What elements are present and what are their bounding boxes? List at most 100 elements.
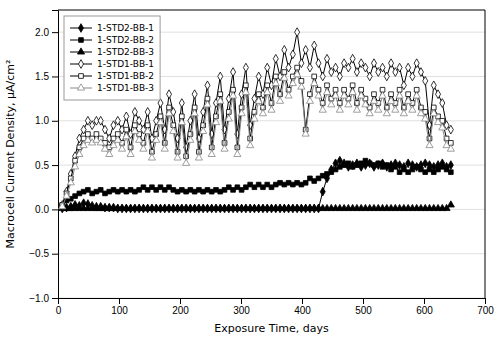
point bbox=[295, 28, 300, 37]
point bbox=[247, 141, 254, 147]
point bbox=[238, 110, 245, 116]
point bbox=[406, 63, 411, 72]
point bbox=[447, 145, 454, 151]
point bbox=[212, 118, 219, 124]
tick-mark bbox=[52, 32, 58, 33]
point bbox=[114, 136, 121, 142]
point bbox=[422, 115, 429, 121]
point bbox=[59, 203, 66, 209]
tick: 2.0 bbox=[35, 27, 58, 38]
tick-label: 1.0 bbox=[35, 115, 49, 126]
point bbox=[393, 68, 398, 77]
point bbox=[225, 115, 232, 121]
point bbox=[349, 88, 356, 94]
point bbox=[179, 99, 184, 108]
point bbox=[63, 192, 70, 198]
point bbox=[311, 79, 318, 85]
point bbox=[97, 139, 104, 145]
point bbox=[430, 110, 437, 116]
point bbox=[366, 110, 373, 116]
point bbox=[183, 159, 190, 165]
tick: 0.5 bbox=[35, 160, 58, 171]
tick-label: 0.0 bbox=[35, 204, 49, 215]
tick-label: −1.0 bbox=[29, 293, 49, 304]
legend-marker bbox=[77, 48, 84, 54]
point bbox=[423, 159, 428, 168]
point bbox=[165, 110, 172, 116]
tick: 300 bbox=[233, 298, 250, 316]
point bbox=[276, 97, 283, 103]
series bbox=[60, 158, 453, 207]
point bbox=[406, 92, 411, 97]
point bbox=[101, 145, 108, 151]
point bbox=[323, 88, 330, 94]
point bbox=[319, 106, 326, 112]
point bbox=[204, 101, 211, 107]
point bbox=[123, 133, 130, 139]
legend-label: 1-STD1-BB-1 bbox=[97, 59, 154, 69]
point bbox=[218, 72, 223, 81]
point bbox=[200, 127, 207, 133]
point bbox=[448, 125, 453, 134]
point bbox=[102, 125, 107, 134]
point bbox=[337, 72, 342, 81]
point bbox=[221, 145, 228, 151]
point bbox=[436, 90, 441, 99]
point bbox=[345, 101, 352, 107]
tick-mark bbox=[241, 298, 242, 304]
plot-frame bbox=[485, 10, 486, 298]
tick-mark bbox=[119, 298, 120, 304]
point bbox=[426, 141, 433, 147]
point bbox=[131, 127, 138, 133]
point bbox=[273, 74, 278, 79]
point bbox=[363, 63, 368, 72]
grid-line bbox=[58, 253, 485, 254]
series bbox=[60, 65, 453, 207]
legend-label: 1-STD2-BB-1 bbox=[97, 23, 154, 33]
point bbox=[218, 92, 223, 97]
legend-label: 1-STD2-BB-2 bbox=[97, 35, 154, 45]
legend-marker bbox=[79, 74, 84, 79]
y-axis-line bbox=[52, 11, 59, 299]
legend-entry: 1-STD2-BB-1 bbox=[70, 23, 154, 33]
point bbox=[315, 92, 322, 98]
tick-mark bbox=[302, 298, 303, 304]
point bbox=[118, 145, 125, 151]
point bbox=[400, 110, 407, 116]
tick-label: 2.0 bbox=[35, 27, 49, 38]
point bbox=[217, 97, 224, 103]
tick-label: 100 bbox=[111, 305, 128, 316]
point bbox=[195, 154, 202, 160]
point bbox=[350, 83, 355, 88]
series-line bbox=[62, 68, 451, 205]
tick-label: 0.5 bbox=[35, 160, 49, 171]
tick-label: 700 bbox=[477, 305, 494, 316]
tick-mark bbox=[52, 209, 58, 210]
point bbox=[144, 127, 151, 133]
point bbox=[397, 63, 402, 72]
point bbox=[153, 136, 160, 142]
point bbox=[259, 110, 266, 116]
tick-mark bbox=[485, 298, 486, 304]
point bbox=[268, 106, 275, 112]
point bbox=[393, 165, 398, 170]
legend-label: 1-STD1-BB-3 bbox=[97, 83, 154, 93]
point bbox=[325, 83, 330, 88]
point bbox=[111, 121, 116, 130]
legend-entry: 1-STD1-BB-2 bbox=[70, 71, 154, 81]
point bbox=[434, 118, 441, 124]
legend-entry: 1-STD1-BB-3 bbox=[70, 83, 154, 93]
plot-frame bbox=[58, 10, 485, 11]
point bbox=[316, 59, 321, 68]
point bbox=[98, 116, 103, 125]
point bbox=[389, 92, 394, 97]
tick-mark bbox=[424, 298, 425, 304]
point bbox=[372, 92, 377, 97]
point bbox=[389, 59, 394, 68]
point bbox=[376, 68, 381, 77]
point bbox=[358, 92, 365, 98]
point bbox=[362, 101, 369, 107]
tick-label: 1.5 bbox=[35, 71, 49, 82]
point bbox=[281, 74, 288, 80]
point bbox=[161, 145, 168, 151]
